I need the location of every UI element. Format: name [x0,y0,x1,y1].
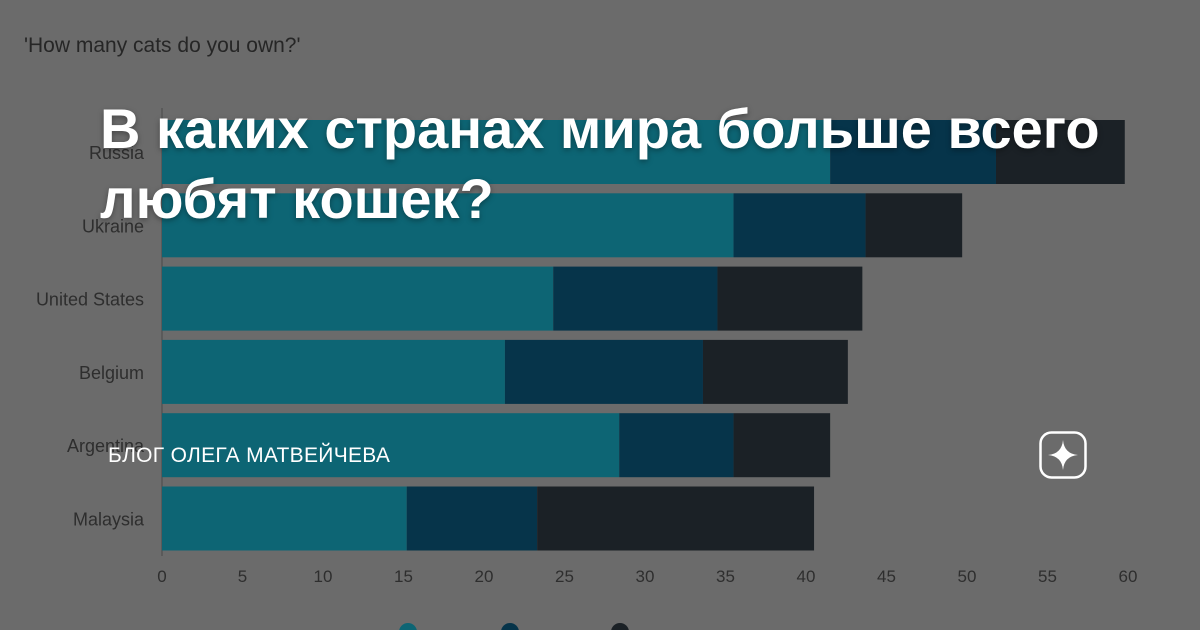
x-tick-label: 35 [716,567,735,586]
category-label: Ukraine [82,216,144,236]
x-tick-label: 15 [394,567,413,586]
chart-legend [399,623,629,630]
bar-segment [162,486,407,551]
x-tick-label: 5 [238,567,247,586]
x-tick-label: 45 [877,567,896,586]
bar-segment [504,339,703,404]
bar-segment [619,413,734,478]
x-tick-label: 40 [797,567,816,586]
bar-segment [995,120,1125,184]
bar-segment [553,266,718,331]
article-headline[interactable]: В каких странах мира больше всего любят … [100,97,1100,230]
x-tick-label: 25 [555,567,574,586]
chart-title: 'How many cats do you own?' [24,34,301,57]
bar-segment [702,339,848,404]
category-label: Russia [89,143,145,163]
zen-star-icon[interactable] [1039,431,1087,479]
legend-swatch [611,623,629,630]
bar-segment [406,486,538,551]
x-tick-label: 20 [475,567,494,586]
bar-segment [865,193,963,258]
category-label: United States [36,290,144,310]
category-label: Belgium [79,363,144,383]
bar-segment [162,339,505,404]
bar-segment [537,486,815,551]
x-tick-label: 10 [314,567,333,586]
bar-segment [733,193,866,258]
x-tick-label: 0 [157,567,166,586]
x-tick-label: 60 [1119,567,1138,586]
bar-segment [830,120,996,184]
bar-segment [717,266,863,331]
x-tick-label: 50 [958,567,977,586]
bar-segment [733,413,831,478]
legend-swatch [501,623,519,630]
bar-segment [162,193,734,258]
legend-swatch [399,623,417,630]
bar-segment [162,413,620,478]
bar-segment [162,266,554,331]
x-tick-label: 30 [636,567,655,586]
category-label: Argentina [67,436,145,456]
blog-name[interactable]: БЛОГ ОЛЕГА МАТВЕЙЧЕВА [108,444,391,467]
category-label: Malaysia [73,510,145,530]
bar-segment [162,120,831,184]
x-tick-label: 55 [1038,567,1057,586]
